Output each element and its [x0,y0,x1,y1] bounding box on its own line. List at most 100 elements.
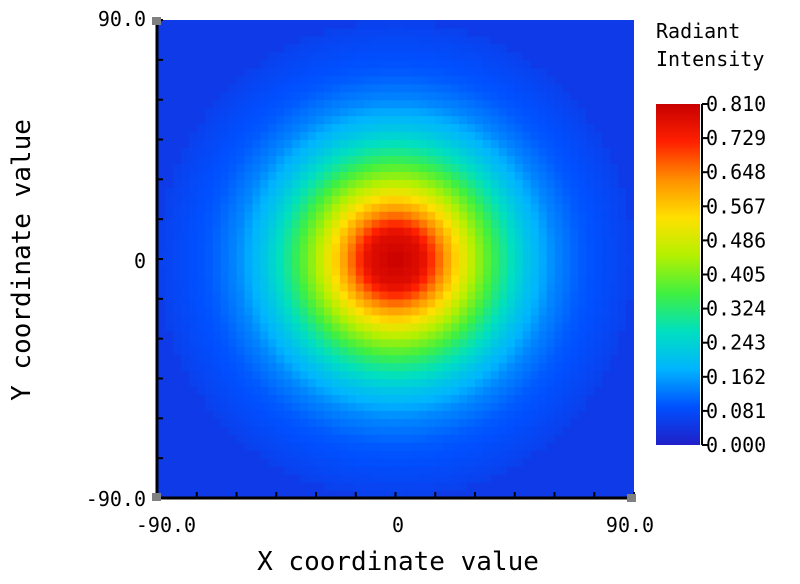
heatmap-cell [626,115,634,125]
heatmap-cell [323,123,333,133]
heatmap-cell [292,274,301,284]
heatmap-cell [323,298,333,308]
heatmap-cell [506,418,516,427]
heatmap-cell [626,147,634,157]
heatmap-cell [276,99,285,109]
heatmap-cell [578,394,587,403]
heatmap-cell [204,362,214,372]
heatmap-cell [546,43,556,53]
heatmap-cell [339,91,349,101]
heatmap-cell [331,426,341,435]
heatmap-cell [451,434,460,443]
heatmap-cell [490,139,500,149]
colorbar-tick-label: 0.324 [706,297,766,321]
heatmap-cell [276,43,285,53]
heatmap-cell [300,211,309,220]
heatmap-cell [411,163,420,172]
heatmap-cell [379,67,389,77]
heatmap-cell [268,362,277,372]
heatmap-cell [522,394,532,403]
heatmap-cell [268,338,277,348]
heatmap-cell [228,450,238,459]
heatmap-cell [260,195,269,204]
heatmap-cell [530,203,540,212]
heatmap-cell [443,51,452,61]
heatmap-cell [260,402,269,411]
heatmap-cell [276,306,285,316]
heatmap-cell [586,131,595,141]
heatmap-cell [618,243,627,252]
heatmap-cell [562,466,571,475]
heatmap-cell [180,394,190,403]
heatmap-cell [570,227,579,236]
heatmap-cell [260,338,269,348]
heatmap-cell [626,219,634,228]
heatmap-cell [578,123,587,133]
heatmap-cell [467,362,476,372]
heatmap-cell [188,394,198,403]
heatmap-cell [188,370,198,380]
heatmap-cell [308,394,317,403]
heatmap-cell [347,298,357,308]
heatmap-cell [157,43,166,53]
heatmap-cell [196,306,206,316]
heatmap-cell [331,362,341,372]
heatmap-cell [594,482,603,491]
heatmap-cell [379,91,389,101]
heatmap-cell [451,322,460,332]
heatmap-cell [395,474,405,483]
heatmap-cell [204,282,214,292]
heatmap-cell [180,298,190,308]
heatmap-cell [506,410,516,419]
heatmap-cell [339,51,349,61]
heatmap-cell [363,235,373,244]
heatmap-cell [220,274,230,284]
heatmap-cell [578,27,587,37]
heatmap-cell [610,330,619,340]
heatmap-cell [220,35,230,45]
heatmap-cell [244,386,253,396]
heatmap-cell [212,434,222,443]
heatmap-cell [172,259,182,268]
heatmap-cell [308,147,317,157]
heatmap-cell [490,195,500,204]
heatmap-cell [164,171,174,180]
heatmap-cell [482,163,492,172]
heatmap-cell [371,290,381,300]
heatmap-cell [506,51,516,61]
heatmap-cell [530,386,540,396]
heatmap-cell [530,290,540,300]
heatmap-cell [451,314,460,324]
heatmap-cell [347,91,357,101]
heatmap-cell [196,43,206,53]
heatmap-cell [498,227,508,236]
heatmap-cell [157,458,166,467]
heatmap-cell [419,83,428,93]
heatmap-cell [578,378,587,388]
heatmap-cell [316,418,325,427]
heatmap-cell [323,171,333,180]
heatmap-cell [522,274,532,284]
heatmap-cell [578,155,587,164]
heatmap-cell [467,330,476,340]
heatmap-cell [538,490,548,498]
heatmap-cell [316,434,325,443]
heatmap-cell [411,466,420,475]
heatmap-cell [506,227,516,236]
heatmap-cell [570,474,579,483]
heatmap-cell [244,227,253,236]
heatmap-cell [236,314,246,324]
heatmap-cell [188,338,198,348]
heatmap-cell [498,290,508,300]
heatmap-cell [323,450,333,459]
heatmap-cell [570,434,579,443]
heatmap-cell [331,338,341,348]
heatmap-cell [435,442,444,451]
heatmap-cell [602,243,611,252]
heatmap-cell [339,490,349,498]
heatmap-cell [204,402,214,411]
heatmap-cell [610,394,619,403]
heatmap-cell [554,27,564,37]
heatmap-cell [228,251,238,260]
heatmap-cell [300,203,309,212]
